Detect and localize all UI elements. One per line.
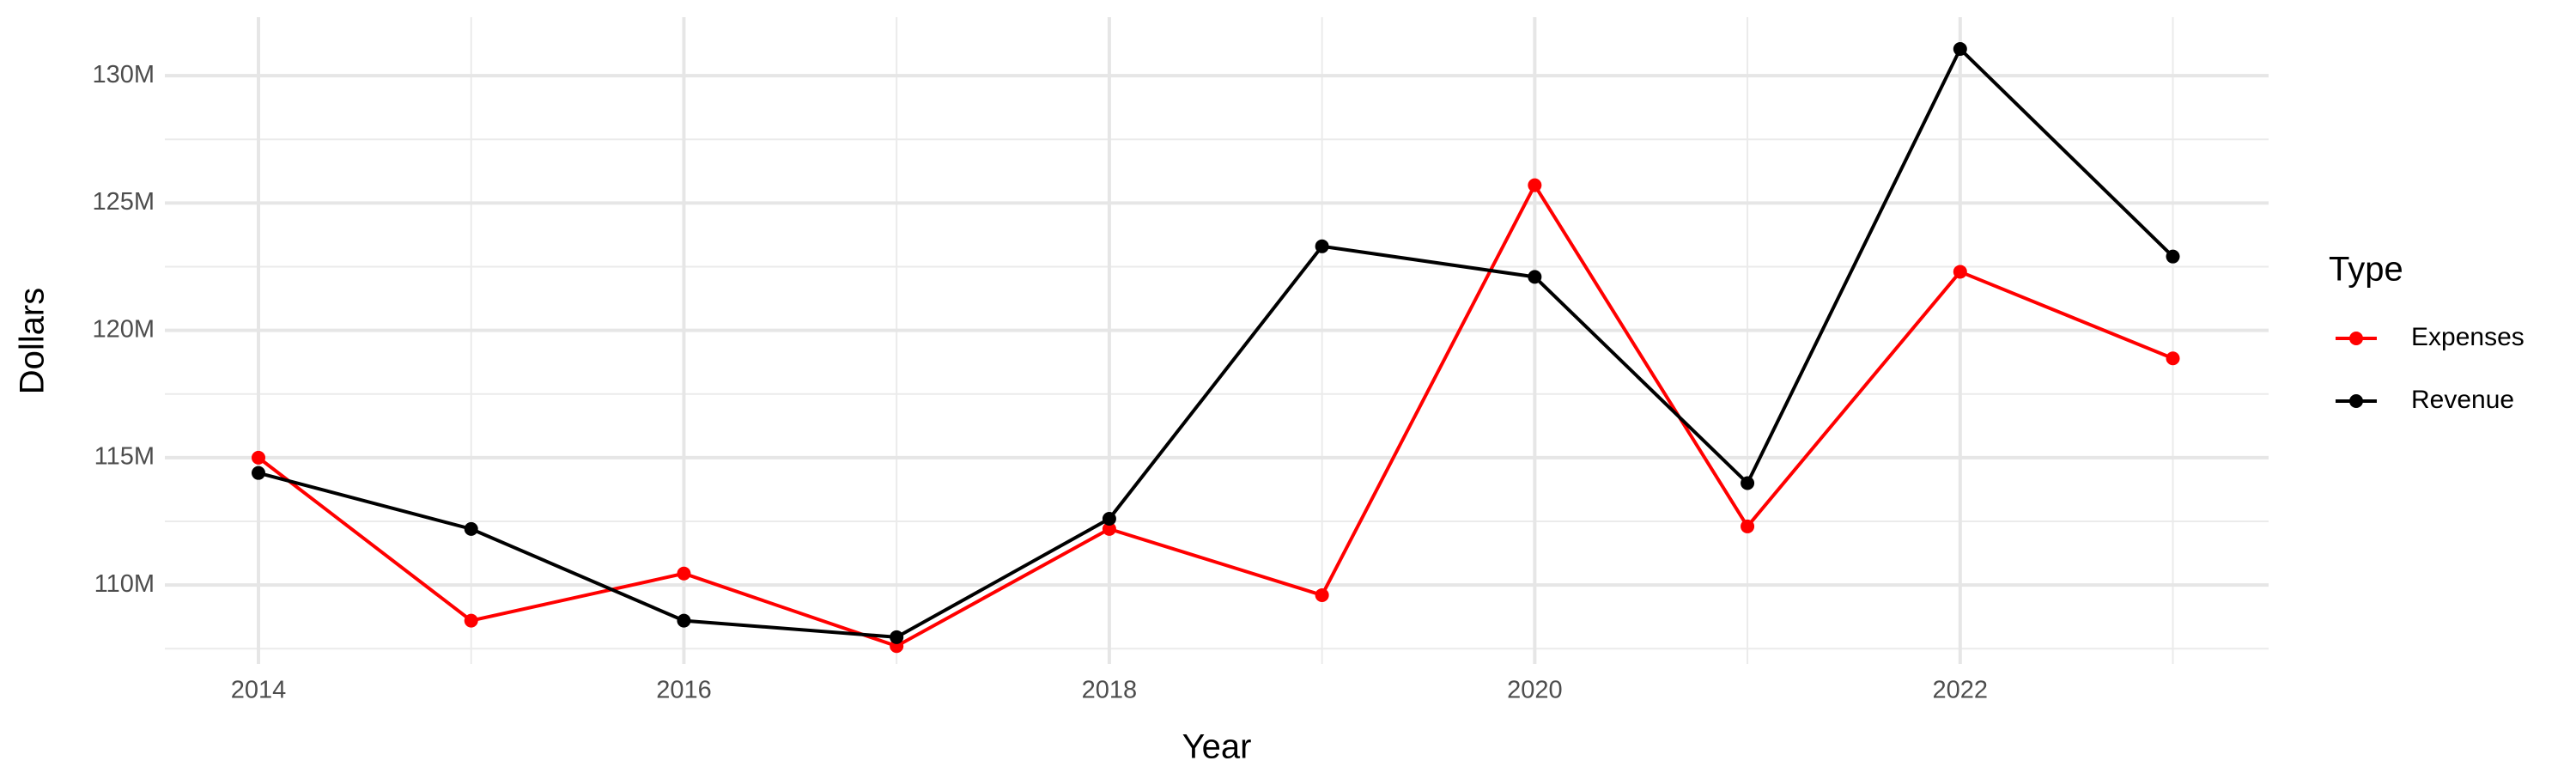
data-point [677,613,691,628]
y-tick-label: 130M [92,61,155,88]
x-tick-label: 2020 [1507,677,1563,704]
data-point [464,613,478,628]
data-point [1741,519,1755,533]
data-point [2166,351,2180,366]
x-tick-label: 2022 [1933,677,1989,704]
legend-label: Revenue [2411,386,2514,414]
y-axis-title: Dollars [14,288,52,394]
legend-label: Expenses [2411,323,2524,351]
data-point [1102,521,1116,536]
data-point [1953,42,1967,57]
legend-marker [2349,332,2363,345]
data-point [1528,270,1542,284]
y-tick-label: 120M [92,315,155,343]
data-point [677,566,691,581]
legend-marker [2349,394,2363,408]
data-point [251,450,265,465]
data-point [1315,239,1329,253]
data-point [251,466,265,480]
data-point [1953,265,1967,279]
legend-title: Type [2329,251,2403,289]
data-point [1315,587,1329,602]
data-point [464,521,478,536]
data-point [1528,178,1542,192]
x-tick-label: 2018 [1082,677,1138,704]
y-tick-label: 110M [94,570,155,598]
data-point [1741,476,1755,490]
y-tick-label: 125M [92,188,155,216]
data-point [890,630,904,644]
series-line [258,46,2174,639]
data-point [2166,249,2180,264]
y-tick-label: 115M [94,443,155,471]
series-line [257,181,2174,648]
x-axis-title: Year [1182,728,1252,766]
data-point [1102,512,1116,526]
x-tick-label: 2016 [656,677,712,704]
x-tick-label: 2014 [231,677,287,704]
